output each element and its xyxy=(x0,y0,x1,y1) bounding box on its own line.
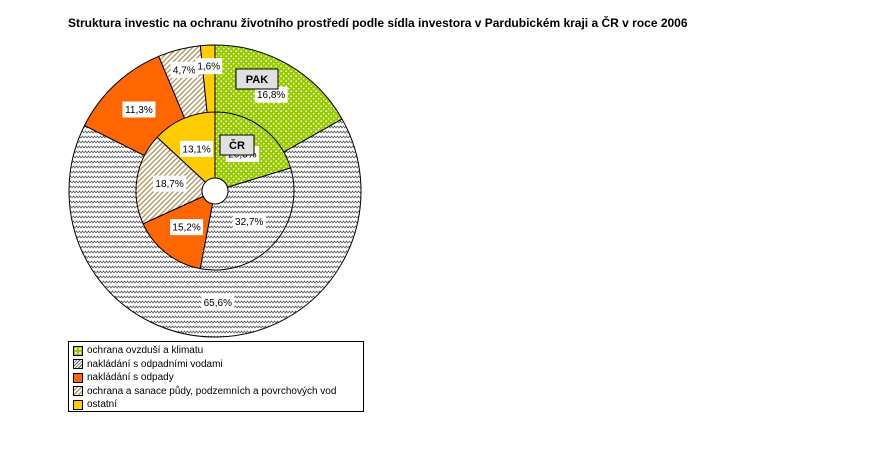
legend-label: ochrana a sanace půdy, podzemních a povr… xyxy=(87,385,337,397)
legend-item: ostatní xyxy=(73,398,363,412)
data-label: 1,6% xyxy=(197,62,220,73)
data-label-box xyxy=(232,213,266,230)
legend-swatch xyxy=(73,359,83,370)
data-label: 4,7% xyxy=(173,65,196,76)
legend-item: nakládání s odpady xyxy=(73,371,363,385)
legend-label: ostatní xyxy=(87,399,118,411)
legend-item: nakládání s odpadními vodami xyxy=(73,358,363,372)
legend-label: nakládání s odpady xyxy=(87,372,174,384)
series-tag-inner xyxy=(219,134,255,156)
data-label: 11,3% xyxy=(125,105,153,116)
data-label: 32,7% xyxy=(235,217,263,228)
chart-title: Struktura investic na ochranu životního … xyxy=(68,16,688,30)
data-label: 15,2% xyxy=(172,223,200,234)
legend-item: ochrana ovzduší a klimatu xyxy=(73,344,363,358)
data-label-box xyxy=(195,58,223,75)
data-label-box xyxy=(170,219,204,236)
data-label-box xyxy=(201,294,235,311)
data-label: 18,7% xyxy=(155,179,183,190)
series-name: ČR xyxy=(229,139,245,152)
data-label: 13,1% xyxy=(182,144,210,155)
legend-label: nakládání s odpadními vodami xyxy=(87,358,223,370)
data-label-box xyxy=(254,86,288,103)
data-label: 16,8% xyxy=(257,90,285,101)
legend-label: ochrana ovzduší a klimatu xyxy=(87,345,204,357)
legend: ochrana ovzduší a klimatu nakládání s odp… xyxy=(68,341,364,412)
data-label-box xyxy=(122,101,156,118)
data-label-box xyxy=(153,175,187,192)
legend-swatch xyxy=(73,372,83,383)
legend-swatch xyxy=(73,345,83,356)
data-label-box xyxy=(180,140,214,157)
data-label: 65,6% xyxy=(204,298,232,309)
data-label-box xyxy=(170,61,198,78)
legend-swatch xyxy=(73,386,83,397)
series-tag-outer xyxy=(235,68,279,90)
legend-item: ochrana a sanace půdy, podzemních a povr… xyxy=(73,385,363,399)
series-name: PAK xyxy=(246,74,268,86)
legend-swatch xyxy=(73,399,83,410)
